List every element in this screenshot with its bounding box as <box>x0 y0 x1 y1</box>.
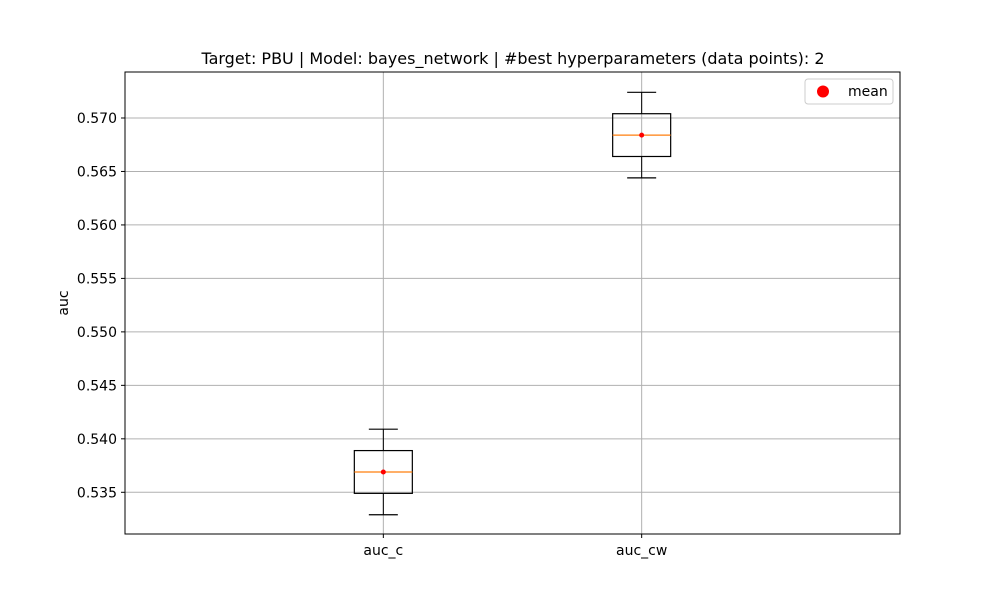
mean-marker <box>380 469 386 475</box>
x-tick-label: auc_c <box>363 543 403 559</box>
grid-lines <box>125 72 900 534</box>
axis-ticks: 0.535 0.540 0.545 0.550 0.555 0.560 0.565 0.570… <box>77 111 667 559</box>
legend: mean <box>804 78 894 105</box>
y-tick-label: 0.555 <box>77 271 117 287</box>
y-tick-label: 0.535 <box>77 485 117 501</box>
y-tick-label: 0.565 <box>77 164 117 180</box>
plot-frame <box>124 71 901 535</box>
y-tick-label: 0.560 <box>77 218 117 234</box>
legend-frame <box>804 78 894 105</box>
y-axis-label: auc <box>56 290 72 315</box>
box-plots <box>353 91 672 516</box>
mean-marker <box>639 132 645 138</box>
y-tick-label: 0.550 <box>77 325 117 341</box>
y-tick-label: 0.570 <box>77 111 117 127</box>
y-tick-label: 0.545 <box>77 378 117 394</box>
y-tick-label: 0.540 <box>77 432 117 448</box>
legend-mean-label: mean <box>848 84 888 100</box>
x-tick-label: auc_cw <box>616 543 667 559</box>
chart-title: Target: PBU | Model: bayes_network | #be… <box>200 49 824 69</box>
legend-mean-marker <box>817 85 829 98</box>
